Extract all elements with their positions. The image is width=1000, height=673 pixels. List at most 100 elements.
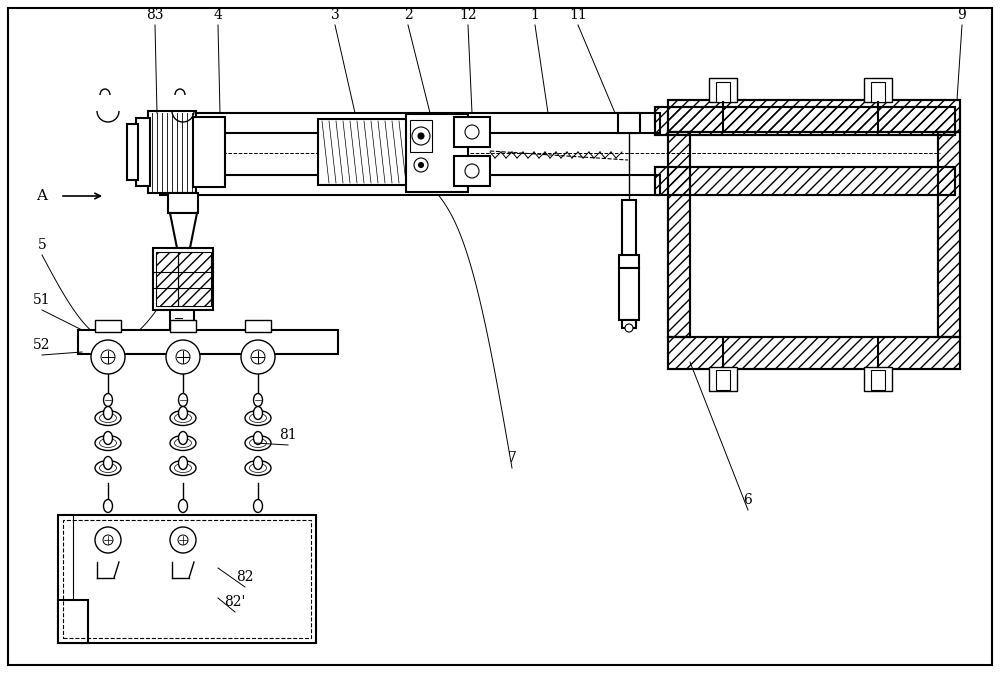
Bar xyxy=(160,113,660,133)
Circle shape xyxy=(170,527,196,553)
Bar xyxy=(655,167,955,195)
Bar xyxy=(245,320,271,332)
Bar xyxy=(864,367,892,391)
Bar xyxy=(655,107,955,135)
Circle shape xyxy=(465,125,479,139)
Bar xyxy=(716,370,730,390)
Text: 52: 52 xyxy=(33,338,51,352)
Circle shape xyxy=(412,127,430,145)
Text: 81: 81 xyxy=(279,428,297,442)
Bar xyxy=(193,117,225,187)
Bar xyxy=(406,114,468,192)
Circle shape xyxy=(176,350,190,364)
Ellipse shape xyxy=(104,456,112,470)
Circle shape xyxy=(103,535,113,545)
Ellipse shape xyxy=(104,431,112,444)
Ellipse shape xyxy=(254,456,262,470)
Circle shape xyxy=(95,527,121,553)
Circle shape xyxy=(625,324,633,332)
Ellipse shape xyxy=(245,435,271,450)
Bar xyxy=(668,100,960,132)
Bar xyxy=(170,310,194,330)
Bar xyxy=(58,515,316,643)
Bar xyxy=(864,78,892,102)
Bar xyxy=(655,107,955,135)
Bar xyxy=(871,82,885,102)
Bar xyxy=(178,252,211,306)
Bar xyxy=(668,337,960,369)
Text: A: A xyxy=(36,189,48,203)
Ellipse shape xyxy=(104,394,112,406)
Ellipse shape xyxy=(178,431,188,444)
Bar xyxy=(668,132,690,337)
Bar xyxy=(938,132,960,337)
Bar xyxy=(63,520,311,638)
Bar xyxy=(454,117,490,147)
Text: 4: 4 xyxy=(214,8,222,22)
Bar xyxy=(78,330,338,354)
Circle shape xyxy=(418,133,424,139)
Polygon shape xyxy=(170,213,197,248)
Circle shape xyxy=(166,340,200,374)
Bar xyxy=(619,255,639,268)
Ellipse shape xyxy=(178,456,188,470)
Ellipse shape xyxy=(250,413,266,423)
Ellipse shape xyxy=(100,413,116,423)
Ellipse shape xyxy=(175,439,192,448)
Bar xyxy=(709,367,737,391)
Bar xyxy=(127,124,138,180)
Ellipse shape xyxy=(95,435,121,450)
Circle shape xyxy=(91,340,125,374)
Ellipse shape xyxy=(245,460,271,476)
Bar xyxy=(619,268,639,320)
Bar xyxy=(95,320,121,332)
Circle shape xyxy=(465,164,479,178)
Ellipse shape xyxy=(95,460,121,476)
Text: 1: 1 xyxy=(531,8,539,22)
Ellipse shape xyxy=(254,431,262,444)
Bar xyxy=(668,132,690,337)
Bar xyxy=(622,200,636,258)
Text: 82': 82' xyxy=(224,595,246,609)
Ellipse shape xyxy=(178,499,188,513)
Bar xyxy=(709,78,737,102)
Bar xyxy=(655,167,955,195)
Ellipse shape xyxy=(95,411,121,425)
Ellipse shape xyxy=(245,411,271,425)
Ellipse shape xyxy=(178,394,188,406)
Text: 2: 2 xyxy=(404,8,412,22)
Bar xyxy=(136,118,150,186)
Bar xyxy=(156,252,178,306)
Bar xyxy=(410,120,432,152)
Bar xyxy=(454,156,490,186)
Text: 9: 9 xyxy=(958,8,966,22)
Ellipse shape xyxy=(175,464,192,472)
Bar xyxy=(148,111,196,193)
Ellipse shape xyxy=(250,464,266,472)
Ellipse shape xyxy=(254,406,262,419)
Ellipse shape xyxy=(100,439,116,448)
Ellipse shape xyxy=(250,439,266,448)
Bar xyxy=(938,132,960,337)
Circle shape xyxy=(101,350,115,364)
Bar xyxy=(58,600,88,643)
Ellipse shape xyxy=(178,406,188,419)
Circle shape xyxy=(241,340,275,374)
Circle shape xyxy=(178,535,188,545)
Ellipse shape xyxy=(104,406,112,419)
Bar xyxy=(618,113,640,133)
Bar xyxy=(668,337,960,369)
Bar xyxy=(170,320,196,332)
Ellipse shape xyxy=(104,499,112,513)
Text: 6: 6 xyxy=(744,493,752,507)
Bar xyxy=(716,82,730,102)
Text: 5: 5 xyxy=(38,238,46,252)
Bar xyxy=(318,119,413,185)
Text: 11: 11 xyxy=(569,8,587,22)
Text: 51: 51 xyxy=(33,293,51,307)
Ellipse shape xyxy=(254,394,262,406)
Ellipse shape xyxy=(170,460,196,476)
Bar xyxy=(871,370,885,390)
Text: 82: 82 xyxy=(236,570,254,584)
Text: 7: 7 xyxy=(508,451,516,465)
